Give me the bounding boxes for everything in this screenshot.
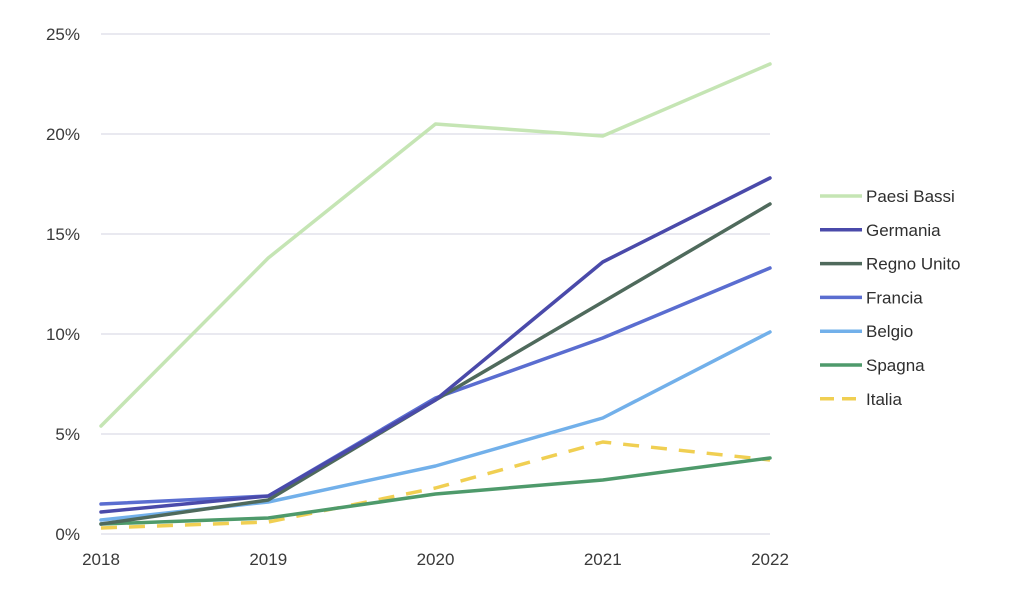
series-lines (99, 62, 772, 530)
series-line-regno-unito (99, 202, 772, 526)
legend-label: Regno Unito (866, 255, 961, 274)
x-tick-label: 2020 (417, 550, 455, 569)
y-axis-ticks: 0% 5% 10% 15% 20% 25% (46, 25, 80, 544)
series-line-germania (99, 176, 772, 514)
legend-label: Paesi Bassi (866, 187, 955, 206)
legend-label: Spagna (866, 356, 925, 375)
y-tick-label: 25% (46, 25, 80, 44)
y-tick-label: 15% (46, 225, 80, 244)
gridlines (101, 33, 770, 535)
legend-label: Germania (866, 221, 941, 240)
series-line-spagna (99, 456, 772, 526)
x-tick-label: 2022 (751, 550, 789, 569)
series-line-francia (99, 266, 772, 506)
x-axis-ticks: 2018 2019 2020 2021 2022 (82, 550, 789, 569)
x-tick-label: 2021 (584, 550, 622, 569)
x-tick-label: 2018 (82, 550, 120, 569)
series-line-belgio (99, 330, 772, 522)
legend-label: Belgio (866, 322, 913, 341)
x-tick-label: 2019 (249, 550, 287, 569)
series-line-italia (100, 440, 771, 530)
legend-label: Francia (866, 288, 923, 307)
series-line-paesi-bassi (99, 62, 772, 428)
legend: Paesi Bassi Germania Regno Unito Francia Bel… (820, 187, 961, 409)
y-tick-label: 5% (55, 425, 80, 444)
y-tick-label: 0% (55, 525, 80, 544)
y-tick-label: 10% (46, 325, 80, 344)
legend-label: Italia (866, 390, 902, 409)
y-tick-label: 20% (46, 125, 80, 144)
